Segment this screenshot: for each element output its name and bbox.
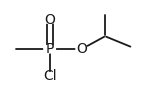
Text: O: O	[76, 42, 87, 56]
Circle shape	[44, 45, 55, 53]
Text: Cl: Cl	[43, 69, 57, 83]
Circle shape	[44, 16, 55, 24]
Circle shape	[76, 45, 88, 53]
Circle shape	[44, 73, 55, 80]
Text: P: P	[45, 42, 54, 56]
Text: O: O	[44, 13, 55, 27]
